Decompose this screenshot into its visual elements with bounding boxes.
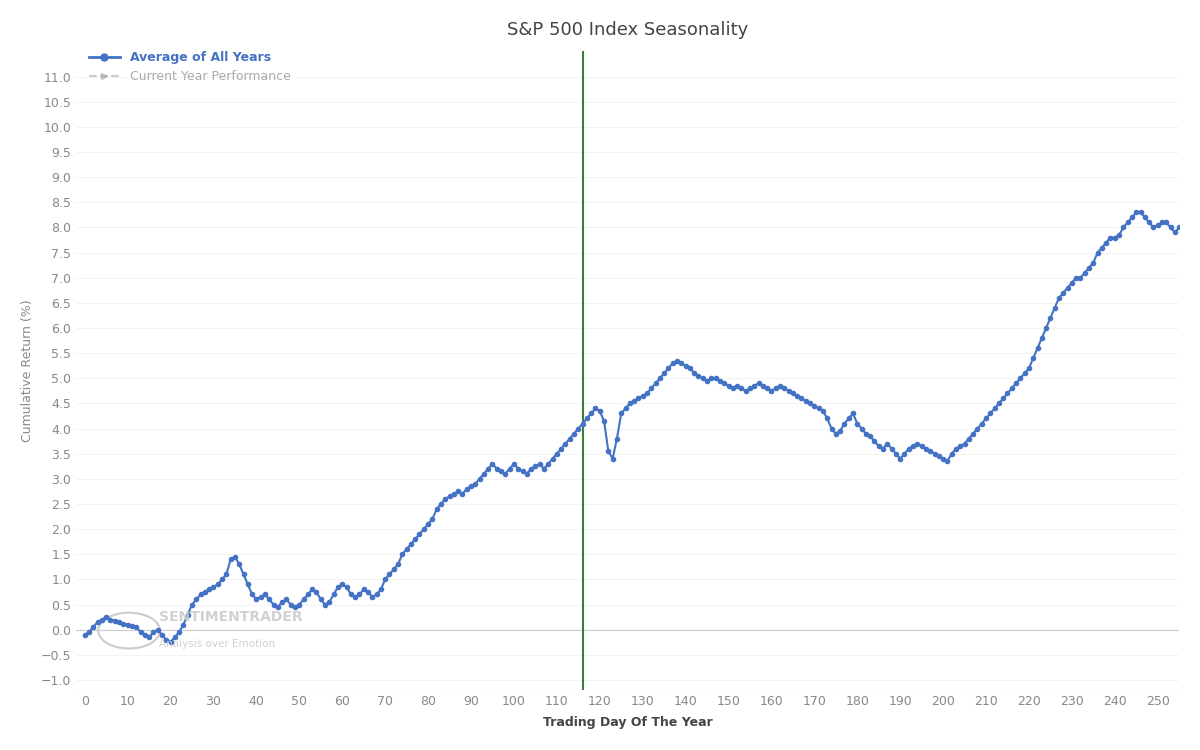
X-axis label: Trading Day Of The Year: Trading Day Of The Year bbox=[542, 716, 713, 729]
Title: S&P 500 Index Seasonality: S&P 500 Index Seasonality bbox=[508, 21, 749, 39]
Y-axis label: Cumulative Return (%): Cumulative Return (%) bbox=[20, 299, 34, 442]
Legend: Average of All Years, Current Year Performance: Average of All Years, Current Year Perfo… bbox=[83, 45, 298, 90]
Text: Analysis over Emotion: Analysis over Emotion bbox=[158, 639, 275, 649]
Text: SENTIMENTRADER: SENTIMENTRADER bbox=[158, 610, 302, 623]
